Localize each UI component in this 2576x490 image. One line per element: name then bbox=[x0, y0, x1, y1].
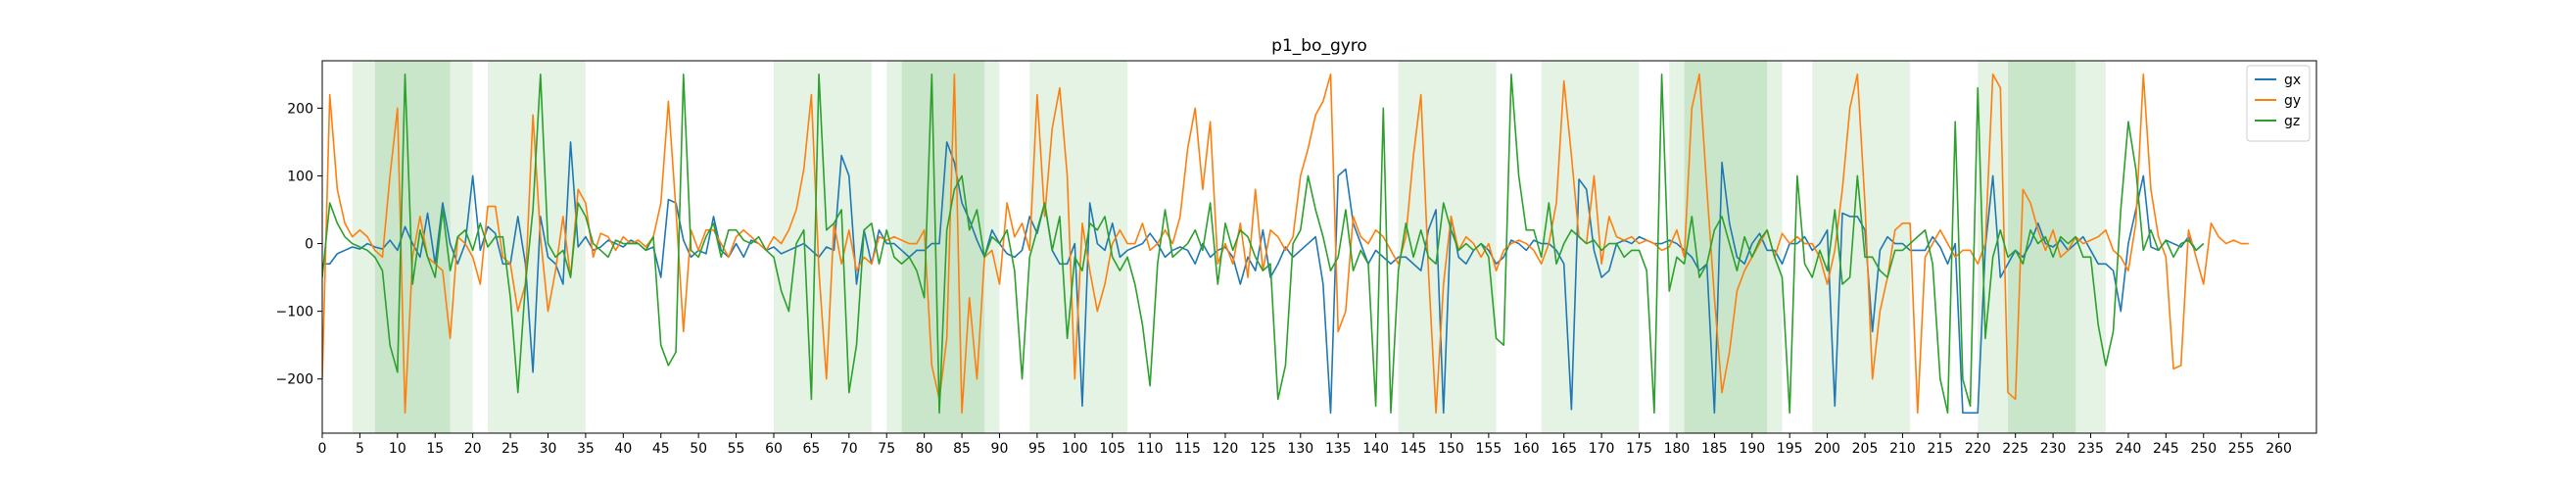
chart-title: p1_bo_gyro bbox=[1271, 36, 1367, 56]
series-line-gz bbox=[322, 74, 2205, 415]
x-tick-label: 35 bbox=[577, 441, 595, 457]
x-tick-label: 100 bbox=[1062, 441, 1088, 457]
x-tick-label: 220 bbox=[1965, 441, 1991, 457]
plot-frame bbox=[321, 60, 2317, 434]
x-tick-label: 80 bbox=[916, 441, 933, 457]
x-tick-label: 225 bbox=[2002, 441, 2028, 457]
x-tick-label: 20 bbox=[464, 441, 482, 457]
x-tick-label: 25 bbox=[501, 441, 519, 457]
x-tick-label: 170 bbox=[1589, 441, 1615, 457]
x-tick-label: 75 bbox=[878, 441, 895, 457]
x-tick-label: 165 bbox=[1550, 441, 1577, 457]
band-light-9 bbox=[1978, 61, 2106, 433]
band-light-2 bbox=[773, 61, 872, 433]
x-tick-label: 230 bbox=[2040, 441, 2067, 457]
x-tick-label: 70 bbox=[840, 441, 858, 457]
x-tick-label: 55 bbox=[728, 441, 745, 457]
x-tick-label: 115 bbox=[1174, 441, 1201, 457]
x-tick-label: 180 bbox=[1664, 441, 1691, 457]
legend: gx gy gz bbox=[2246, 65, 2311, 142]
x-tick-label: 175 bbox=[1626, 441, 1652, 457]
series-lines bbox=[322, 74, 2249, 415]
x-tick-label: 40 bbox=[614, 441, 632, 457]
band-dark-1 bbox=[901, 61, 985, 433]
x-tick-label: 90 bbox=[991, 441, 1009, 457]
legend-label-gz: gz bbox=[2284, 114, 2300, 129]
x-tick-label: 150 bbox=[1438, 441, 1464, 457]
y-tick-label: 0 bbox=[305, 237, 313, 253]
x-tick-label: 145 bbox=[1401, 441, 1427, 457]
x-tick-label: 255 bbox=[2228, 441, 2255, 457]
y-axis: −200 −100 0 100 200 bbox=[276, 101, 322, 388]
x-tick-label: 125 bbox=[1250, 441, 1276, 457]
series-line-gy bbox=[322, 74, 2249, 415]
x-tick-label: 200 bbox=[1814, 441, 1840, 457]
x-tick-label: 85 bbox=[953, 441, 971, 457]
x-tick-label: 235 bbox=[2077, 441, 2104, 457]
x-tick-label: 30 bbox=[540, 441, 557, 457]
x-tick-label: 105 bbox=[1099, 441, 1125, 457]
x-tick-label: 135 bbox=[1325, 441, 1352, 457]
x-tick-label: 250 bbox=[2190, 441, 2217, 457]
legend-label-gy: gy bbox=[2284, 93, 2301, 109]
x-tick-label: 140 bbox=[1362, 441, 1389, 457]
band-light-8 bbox=[1812, 61, 1911, 433]
x-tick-label: 240 bbox=[2116, 441, 2142, 457]
x-tick-label: 185 bbox=[1701, 441, 1728, 457]
x-axis: 0 5 10 15 20 25 30 35 40 45 50 55 60 65 70 75 80 85 90 95 10… bbox=[318, 433, 2292, 457]
x-tick-label: 95 bbox=[1028, 441, 1046, 457]
x-tick-label: 190 bbox=[1739, 441, 1765, 457]
x-tick-label: 155 bbox=[1476, 441, 1503, 457]
shaded-regions bbox=[352, 61, 2106, 433]
band-light-4 bbox=[1029, 61, 1128, 433]
band-light-6 bbox=[1541, 61, 1640, 433]
x-tick-label: 160 bbox=[1513, 441, 1540, 457]
legend-label-gx: gx bbox=[2284, 73, 2301, 88]
band-dark-2 bbox=[1684, 61, 1768, 433]
x-tick-label: 45 bbox=[652, 441, 670, 457]
x-tick-label: 205 bbox=[1852, 441, 1879, 457]
x-tick-label: 65 bbox=[802, 441, 820, 457]
x-tick-label: 245 bbox=[2153, 441, 2179, 457]
y-tick-label: −200 bbox=[276, 372, 313, 388]
x-tick-label: 15 bbox=[426, 441, 444, 457]
x-tick-label: 5 bbox=[356, 441, 364, 457]
y-tick-label: 200 bbox=[287, 101, 313, 117]
series-line-gx bbox=[322, 141, 2205, 415]
x-tick-label: 50 bbox=[690, 441, 707, 457]
x-tick-label: 195 bbox=[1777, 441, 1803, 457]
x-tick-label: 130 bbox=[1287, 441, 1313, 457]
band-light-1 bbox=[488, 61, 586, 433]
y-tick-label: 100 bbox=[287, 169, 313, 184]
x-tick-label: 260 bbox=[2266, 441, 2292, 457]
y-tick-label: −100 bbox=[276, 305, 313, 320]
band-dark-3 bbox=[2007, 61, 2076, 433]
x-tick-label: 60 bbox=[765, 441, 783, 457]
x-tick-label: 215 bbox=[1927, 441, 1953, 457]
x-tick-label: 210 bbox=[1889, 441, 1916, 457]
x-tick-label: 0 bbox=[318, 441, 327, 457]
legend-box bbox=[2246, 65, 2311, 142]
x-tick-label: 110 bbox=[1137, 441, 1164, 457]
x-tick-label: 120 bbox=[1213, 441, 1239, 457]
x-tick-label: 10 bbox=[389, 441, 406, 457]
